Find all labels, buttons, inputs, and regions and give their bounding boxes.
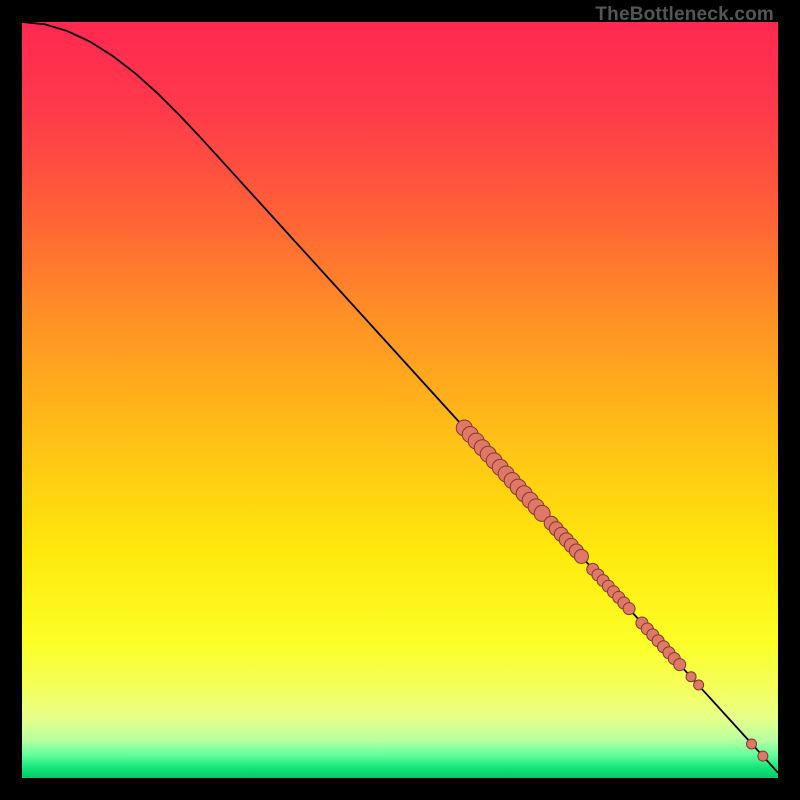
data-marker bbox=[747, 739, 757, 749]
data-marker bbox=[694, 680, 704, 690]
data-marker bbox=[674, 659, 686, 671]
data-marker bbox=[623, 603, 635, 615]
data-marker bbox=[686, 672, 696, 682]
chart-svg bbox=[22, 22, 778, 778]
data-marker bbox=[574, 549, 588, 563]
chart-background bbox=[22, 22, 778, 778]
chart-plot-area bbox=[22, 22, 778, 778]
data-marker bbox=[758, 751, 768, 761]
